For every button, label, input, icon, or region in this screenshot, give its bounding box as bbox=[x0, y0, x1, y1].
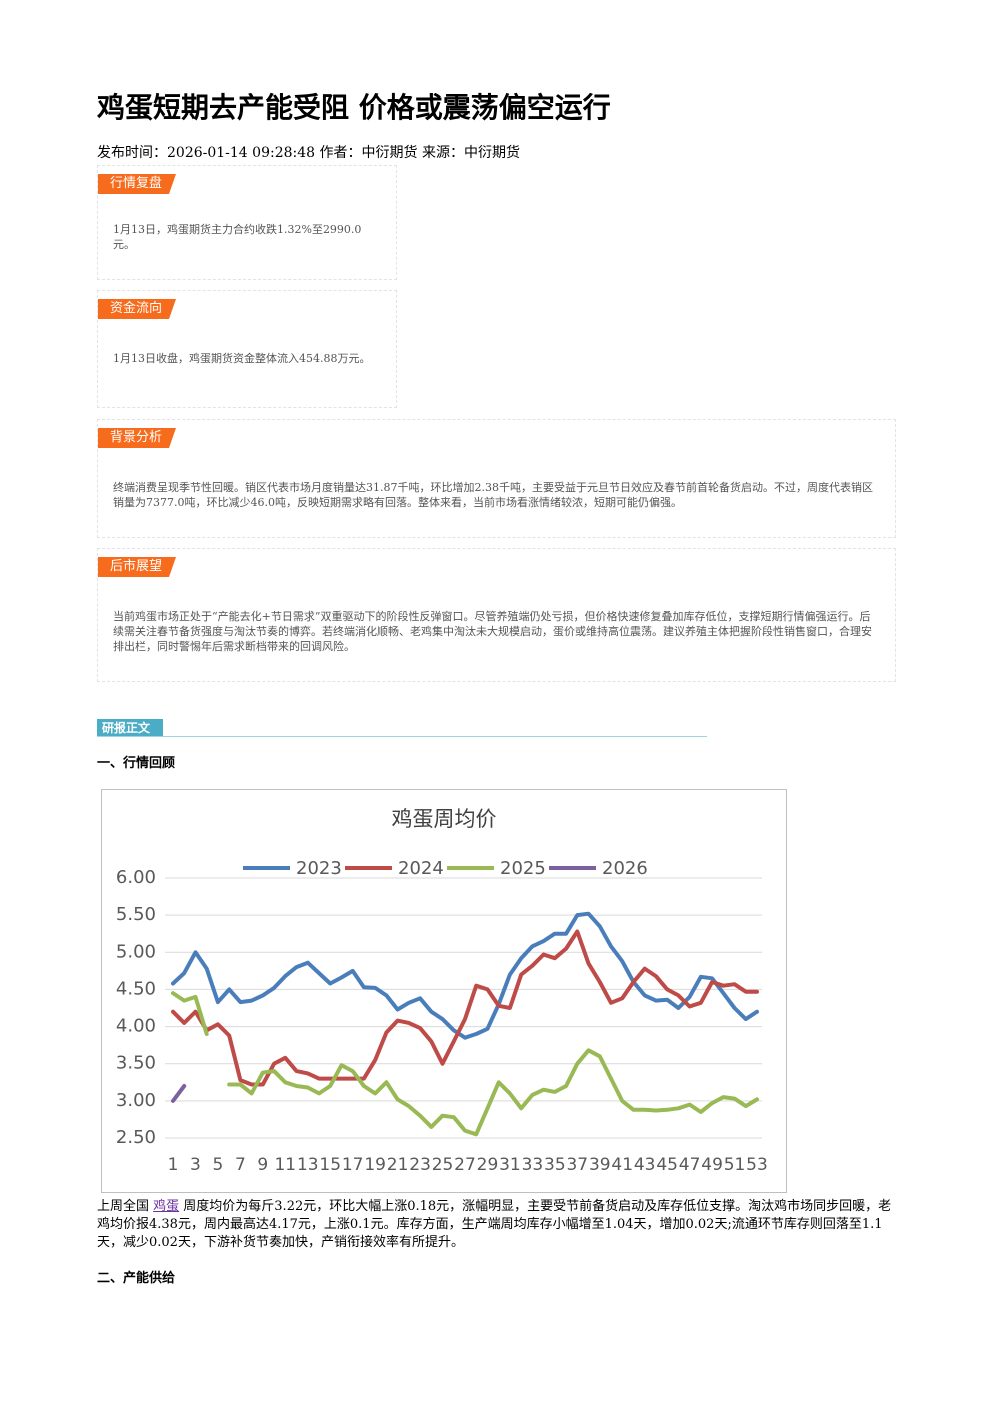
x-tick-label: 43 bbox=[634, 1155, 656, 1175]
section-box: 资金流向 1月13日收盘，鸡蛋期货资金整体流入454.88万元。 bbox=[97, 290, 397, 408]
x-tick-label: 7 bbox=[235, 1155, 246, 1175]
section-tag: 后市展望 bbox=[98, 557, 176, 577]
y-tick-label: 5.50 bbox=[116, 904, 156, 925]
section-body: 1月13日收盘，鸡蛋期货资金整体流入454.88万元。 bbox=[113, 352, 371, 365]
section-box: 后市展望 当前鸡蛋市场正处于“产能去化+节日需求”双重驱动下的阶段性反弹窗口。尽… bbox=[97, 548, 896, 682]
x-tick-label: 47 bbox=[679, 1155, 701, 1175]
text: 周度均价为每斤3.22元，环比大幅上涨0.18元，涨幅明显，主要受节前备货启动及… bbox=[97, 1199, 892, 1250]
y-tick-label: 3.50 bbox=[116, 1053, 156, 1074]
y-tick-label: 6.00 bbox=[116, 867, 156, 888]
x-tick-label: 19 bbox=[364, 1155, 386, 1175]
section-tag: 行情复盘 bbox=[98, 174, 176, 194]
link[interactable]: 鸡蛋 bbox=[153, 1199, 180, 1214]
meta: 发布时间：2026-01-14 09:28:48 作者：中衍期货 来源：中衍期货 bbox=[97, 145, 520, 161]
x-tick-label: 25 bbox=[432, 1155, 454, 1175]
x-tick-label: 5 bbox=[213, 1155, 224, 1175]
y-tick-label: 5.00 bbox=[116, 941, 156, 962]
chart: 鸡蛋周均价 2.503.003.504.004.505.005.506.001 3… bbox=[101, 789, 787, 1193]
title: 鸡蛋短期去产能受阻 价格或震荡偏空运行 bbox=[97, 91, 611, 124]
x-tick-label: 31 bbox=[499, 1155, 521, 1175]
y-tick-label: 2.50 bbox=[116, 1127, 156, 1148]
section-tag: 资金流向 bbox=[98, 299, 176, 319]
legend-label: 2024 bbox=[398, 858, 444, 879]
x-tick-label: 53 bbox=[746, 1155, 768, 1175]
y-tick-label: 3.00 bbox=[116, 1090, 156, 1111]
paragraph: 上周全国 鸡蛋 周度均价为每斤3.22元，环比大幅上涨0.18元，涨幅明显，主要… bbox=[97, 1198, 893, 1252]
x-tick-label: 3 bbox=[190, 1155, 201, 1175]
x-tick-label: 27 bbox=[454, 1155, 476, 1175]
x-tick-label: 1 bbox=[168, 1155, 179, 1175]
y-tick-label: 4.50 bbox=[116, 978, 156, 999]
section-box: 背景分析 终端消费呈现季节性回暖。销区代表市场月度销量达31.87千吨，环比增加… bbox=[97, 419, 896, 538]
series-line bbox=[171, 1084, 187, 1103]
x-tick-label: 9 bbox=[257, 1155, 268, 1175]
chart-title: 鸡蛋周均价 bbox=[392, 807, 497, 831]
x-tick-label: 41 bbox=[611, 1155, 633, 1175]
x-tick-label: 29 bbox=[477, 1155, 499, 1175]
x-tick-label: 15 bbox=[319, 1155, 341, 1175]
x-tick-label: 21 bbox=[387, 1155, 409, 1175]
x-tick-label: 45 bbox=[656, 1155, 678, 1175]
x-tick-label: 33 bbox=[522, 1155, 544, 1175]
heading: 二、产能供给 bbox=[97, 1271, 176, 1286]
divider bbox=[97, 736, 707, 737]
x-tick-label: 23 bbox=[409, 1155, 431, 1175]
series-line bbox=[171, 911, 759, 1040]
section-body: 当前鸡蛋市场正处于“产能去化+节日需求”双重驱动下的阶段性反弹窗口。尽管养殖端仍… bbox=[113, 610, 872, 653]
section-box: 行情复盘 1月13日，鸡蛋期货主力合约收跌1.32%至2990.0元。 bbox=[97, 165, 397, 280]
section-tag: 背景分析 bbox=[98, 428, 176, 448]
report-tag: 研报正文 bbox=[97, 719, 163, 737]
x-tick-label: 35 bbox=[544, 1155, 566, 1175]
legend-label: 2023 bbox=[296, 858, 342, 879]
x-tick-label: 17 bbox=[342, 1155, 364, 1175]
legend-label: 2026 bbox=[602, 858, 648, 879]
section-body: 1月13日，鸡蛋期货主力合约收跌1.32%至2990.0元。 bbox=[113, 223, 362, 251]
x-tick-label: 37 bbox=[566, 1155, 588, 1175]
text: 上周全国 bbox=[97, 1199, 154, 1214]
heading: 一、行情回顾 bbox=[97, 756, 176, 771]
y-tick-label: 4.00 bbox=[116, 1016, 156, 1037]
chart-frame bbox=[101, 789, 787, 1193]
x-tick-label: 39 bbox=[589, 1155, 611, 1175]
x-tick-label: 49 bbox=[701, 1155, 723, 1175]
x-tick-label: 13 bbox=[297, 1155, 319, 1175]
section-body: 终端消费呈现季节性回暖。销区代表市场月度销量达31.87千吨，环比增加2.38千… bbox=[113, 481, 873, 509]
legend-label: 2025 bbox=[500, 858, 546, 879]
x-tick-label: 51 bbox=[724, 1155, 746, 1175]
series-line bbox=[171, 991, 759, 1137]
x-tick-label: 11 bbox=[274, 1155, 296, 1175]
